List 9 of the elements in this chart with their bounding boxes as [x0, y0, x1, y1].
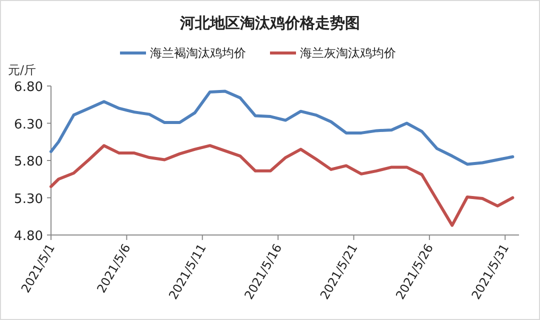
y-tick-label: 5.30 [14, 192, 43, 207]
y-tick-label: 6.80 [14, 80, 43, 95]
legend-label: 海兰褐淘汰鸡均价 [150, 46, 246, 60]
y-tick-label: 6.30 [14, 117, 43, 132]
legend-label: 海兰灰淘汰鸡均价 [300, 46, 396, 60]
y-tick-label: 5.80 [14, 154, 43, 170]
y-tick-label: 4.80 [14, 229, 43, 244]
chart-title: 河北地区淘汰鸡价格走势图 [179, 14, 360, 32]
y-axis-title: 元/斤 [8, 63, 36, 77]
